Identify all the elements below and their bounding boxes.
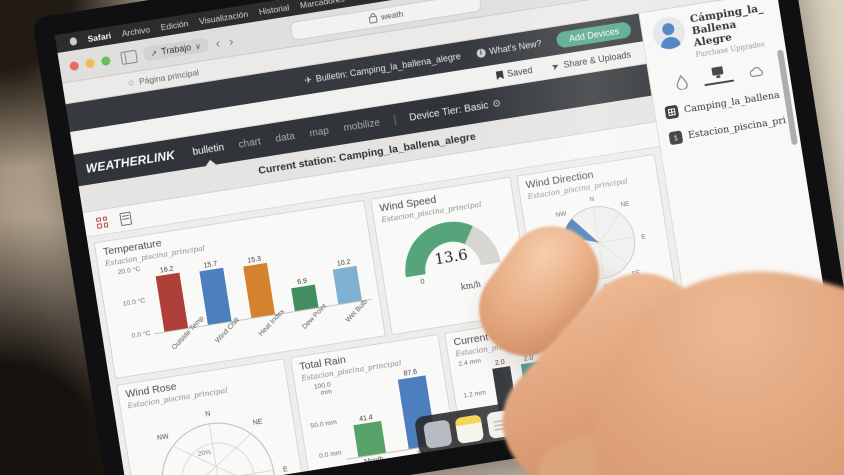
plane-icon: ✈ xyxy=(303,74,313,86)
svg-text:SE: SE xyxy=(631,269,641,277)
dock-excel-icon[interactable]: X xyxy=(707,374,738,405)
device-item-camping-la-ballena[interactable]: Camping_la_ballena xyxy=(664,88,786,120)
wind-rose-compass: N NE E W NW 20% xyxy=(157,411,289,475)
dock-word-icon[interactable]: W xyxy=(675,379,706,410)
svg-text:NW: NW xyxy=(555,210,568,219)
svg-text:NE: NE xyxy=(252,418,263,426)
bookmark-icon xyxy=(496,70,504,80)
address-text: weath xyxy=(380,8,405,22)
x-label: Month xyxy=(363,456,385,466)
y-tick: 100.0 mm xyxy=(313,381,333,398)
saved-label: Saved xyxy=(506,64,534,79)
svg-text:E: E xyxy=(283,466,289,474)
laptop-bezel: Safari Archivo Edición Visualización His… xyxy=(31,0,844,475)
tab-group-arrow-icon: ➚ xyxy=(149,47,159,58)
sidebar-toggle-icon[interactable] xyxy=(120,49,138,65)
menu-edicion[interactable]: Edición xyxy=(159,18,190,33)
svg-text:NW: NW xyxy=(157,433,170,442)
bar-month[interactable] xyxy=(352,420,386,457)
chevron-down-icon: ∨ xyxy=(194,41,202,51)
dock-keynote-icon[interactable] xyxy=(738,369,769,400)
tab-data[interactable]: data xyxy=(274,130,296,145)
x-label: Wind Chill xyxy=(214,316,241,345)
dock-textedit-icon[interactable] xyxy=(486,409,516,440)
back-button[interactable]: ‹ xyxy=(214,35,222,51)
device-tier-text: Device Tier: Basic xyxy=(408,99,490,124)
saved-link[interactable]: Saved xyxy=(496,64,534,81)
dock-acrobat-icon[interactable] xyxy=(580,394,611,425)
dock-photos-icon[interactable] xyxy=(549,399,580,430)
info-icon: i xyxy=(475,47,487,58)
bar-heat-index[interactable] xyxy=(243,262,275,318)
bar-wet-bulb[interactable] xyxy=(332,265,362,305)
nav-divider: | xyxy=(392,113,398,127)
active-tab-underline xyxy=(704,79,735,87)
tile-wind-rose[interactable]: Wind Rose Estacion_piscina_principal xyxy=(116,358,305,475)
avatar[interactable] xyxy=(650,14,688,52)
y-tick: 20.0 °C xyxy=(117,265,141,277)
svg-text:N: N xyxy=(589,196,595,204)
zoom-window-button[interactable] xyxy=(100,55,111,66)
svg-text:NE: NE xyxy=(620,200,631,208)
gear-icon[interactable]: ⚙ xyxy=(491,97,503,111)
y-tick-left: 1.2 mm xyxy=(463,389,487,401)
grid-layout-icon[interactable] xyxy=(95,215,109,229)
tab-mobilize[interactable]: mobilize xyxy=(342,116,381,134)
device-badge-icon: 1 xyxy=(668,130,684,146)
tab-group-label: Trabajo xyxy=(160,42,192,57)
bar-outside-temp[interactable] xyxy=(155,272,189,332)
x-label: Dew Point xyxy=(301,302,329,331)
dock-notes-icon[interactable] xyxy=(454,414,485,445)
svg-text:E: E xyxy=(641,233,647,241)
svg-text:N: N xyxy=(205,411,211,419)
device-tier-label: Device Tier: Basic ⚙ xyxy=(408,98,502,123)
tile-total-rain[interactable]: Total Rain Estacion_piscina_principal 10… xyxy=(289,333,459,475)
svg-text:20%: 20% xyxy=(197,449,211,458)
tab-group-selector[interactable]: ➚ Trabajo ∨ xyxy=(142,37,209,62)
x-label: Wet Bulb xyxy=(344,298,369,324)
lock-icon xyxy=(368,15,378,24)
device-grid-icon xyxy=(664,104,680,120)
account-sidebar: Cámping_la_Ballena Alegre Purchase Upgra… xyxy=(638,0,840,411)
console-icon[interactable] xyxy=(704,64,735,87)
close-window-button[interactable] xyxy=(69,60,80,71)
y-tick: 10.0 °C xyxy=(122,297,146,309)
forward-button[interactable]: › xyxy=(227,32,235,49)
menu-historial[interactable]: Historial xyxy=(258,2,290,17)
star-icon: ☆ xyxy=(126,76,136,88)
weatherlink-logo[interactable]: WEATHERLINK xyxy=(84,147,176,176)
y-tick: 0.0 °C xyxy=(131,329,152,340)
cloud-icon[interactable] xyxy=(742,64,770,80)
gauge-min-label: 0 xyxy=(420,278,426,286)
y-tick: 0.0 mm xyxy=(318,449,343,460)
x-label: Heat Index xyxy=(257,308,286,338)
screen-content: Safari Archivo Edición Visualización His… xyxy=(54,0,840,475)
whats-new-label: What's New? xyxy=(488,38,543,57)
dock-finder-icon[interactable] xyxy=(422,419,453,450)
apple-menu-icon[interactable] xyxy=(69,36,78,46)
menu-archivo[interactable]: Archivo xyxy=(121,24,151,39)
finger-shadow xyxy=(462,248,652,398)
tab-bulletin[interactable]: bulletin xyxy=(189,133,227,167)
menu-safari[interactable]: Safari xyxy=(86,30,112,45)
y-tick: 50.0 mm xyxy=(310,418,338,430)
list-layout-icon[interactable] xyxy=(119,211,133,226)
bar-wind-chill[interactable] xyxy=(199,267,232,325)
share-arrow-icon: ➤ xyxy=(549,59,562,72)
dock-messages-icon[interactable] xyxy=(612,389,643,420)
dock-preview-icon[interactable] xyxy=(517,404,548,435)
whats-new-link[interactable]: i What's New? xyxy=(475,38,543,58)
device-label: Camping_la_ballena xyxy=(683,89,781,116)
rain-drop-icon[interactable] xyxy=(668,73,696,92)
x-label: Outside Temp xyxy=(170,315,206,352)
tab-chart[interactable]: chart xyxy=(237,135,262,151)
dock-numbers-icon[interactable] xyxy=(770,364,801,394)
laptop-screen-tilted: Safari Archivo Edición Visualización His… xyxy=(31,0,844,475)
tab-map[interactable]: map xyxy=(308,125,330,139)
minimize-window-button[interactable] xyxy=(84,57,96,69)
device-label: Estacion_piscina_pri xyxy=(687,115,787,142)
bar-dew-point[interactable] xyxy=(290,284,319,312)
device-item-estacion-piscina[interactable]: 1 Estacion_piscina_pri xyxy=(668,114,790,146)
